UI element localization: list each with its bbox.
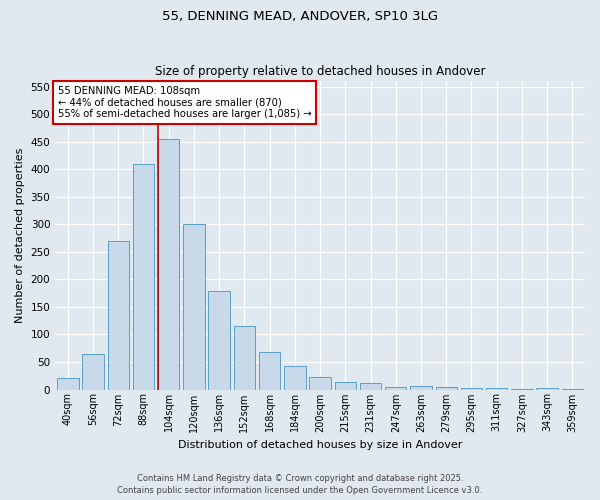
Y-axis label: Number of detached properties: Number of detached properties	[15, 148, 25, 323]
Bar	[133, 164, 154, 390]
Bar	[233, 326, 255, 390]
Bar	[284, 366, 305, 390]
Bar	[107, 241, 129, 390]
Bar	[183, 224, 205, 390]
Bar	[511, 389, 533, 390]
Bar	[486, 388, 508, 390]
Bar	[436, 387, 457, 390]
Bar	[82, 354, 104, 390]
Bar	[385, 387, 406, 390]
Bar	[259, 352, 280, 390]
Title: Size of property relative to detached houses in Andover: Size of property relative to detached ho…	[155, 66, 485, 78]
X-axis label: Distribution of detached houses by size in Andover: Distribution of detached houses by size …	[178, 440, 462, 450]
Text: 55, DENNING MEAD, ANDOVER, SP10 3LG: 55, DENNING MEAD, ANDOVER, SP10 3LG	[162, 10, 438, 23]
Bar	[310, 377, 331, 390]
Bar	[536, 388, 558, 390]
Bar	[158, 139, 179, 390]
Bar	[208, 292, 230, 390]
Text: Contains HM Land Registry data © Crown copyright and database right 2025.
Contai: Contains HM Land Registry data © Crown c…	[118, 474, 482, 495]
Bar	[57, 378, 79, 390]
Bar	[335, 382, 356, 390]
Bar	[461, 388, 482, 390]
Text: 55 DENNING MEAD: 108sqm
← 44% of detached houses are smaller (870)
55% of semi-d: 55 DENNING MEAD: 108sqm ← 44% of detache…	[58, 86, 311, 119]
Bar	[562, 389, 583, 390]
Bar	[410, 386, 432, 390]
Bar	[360, 383, 381, 390]
